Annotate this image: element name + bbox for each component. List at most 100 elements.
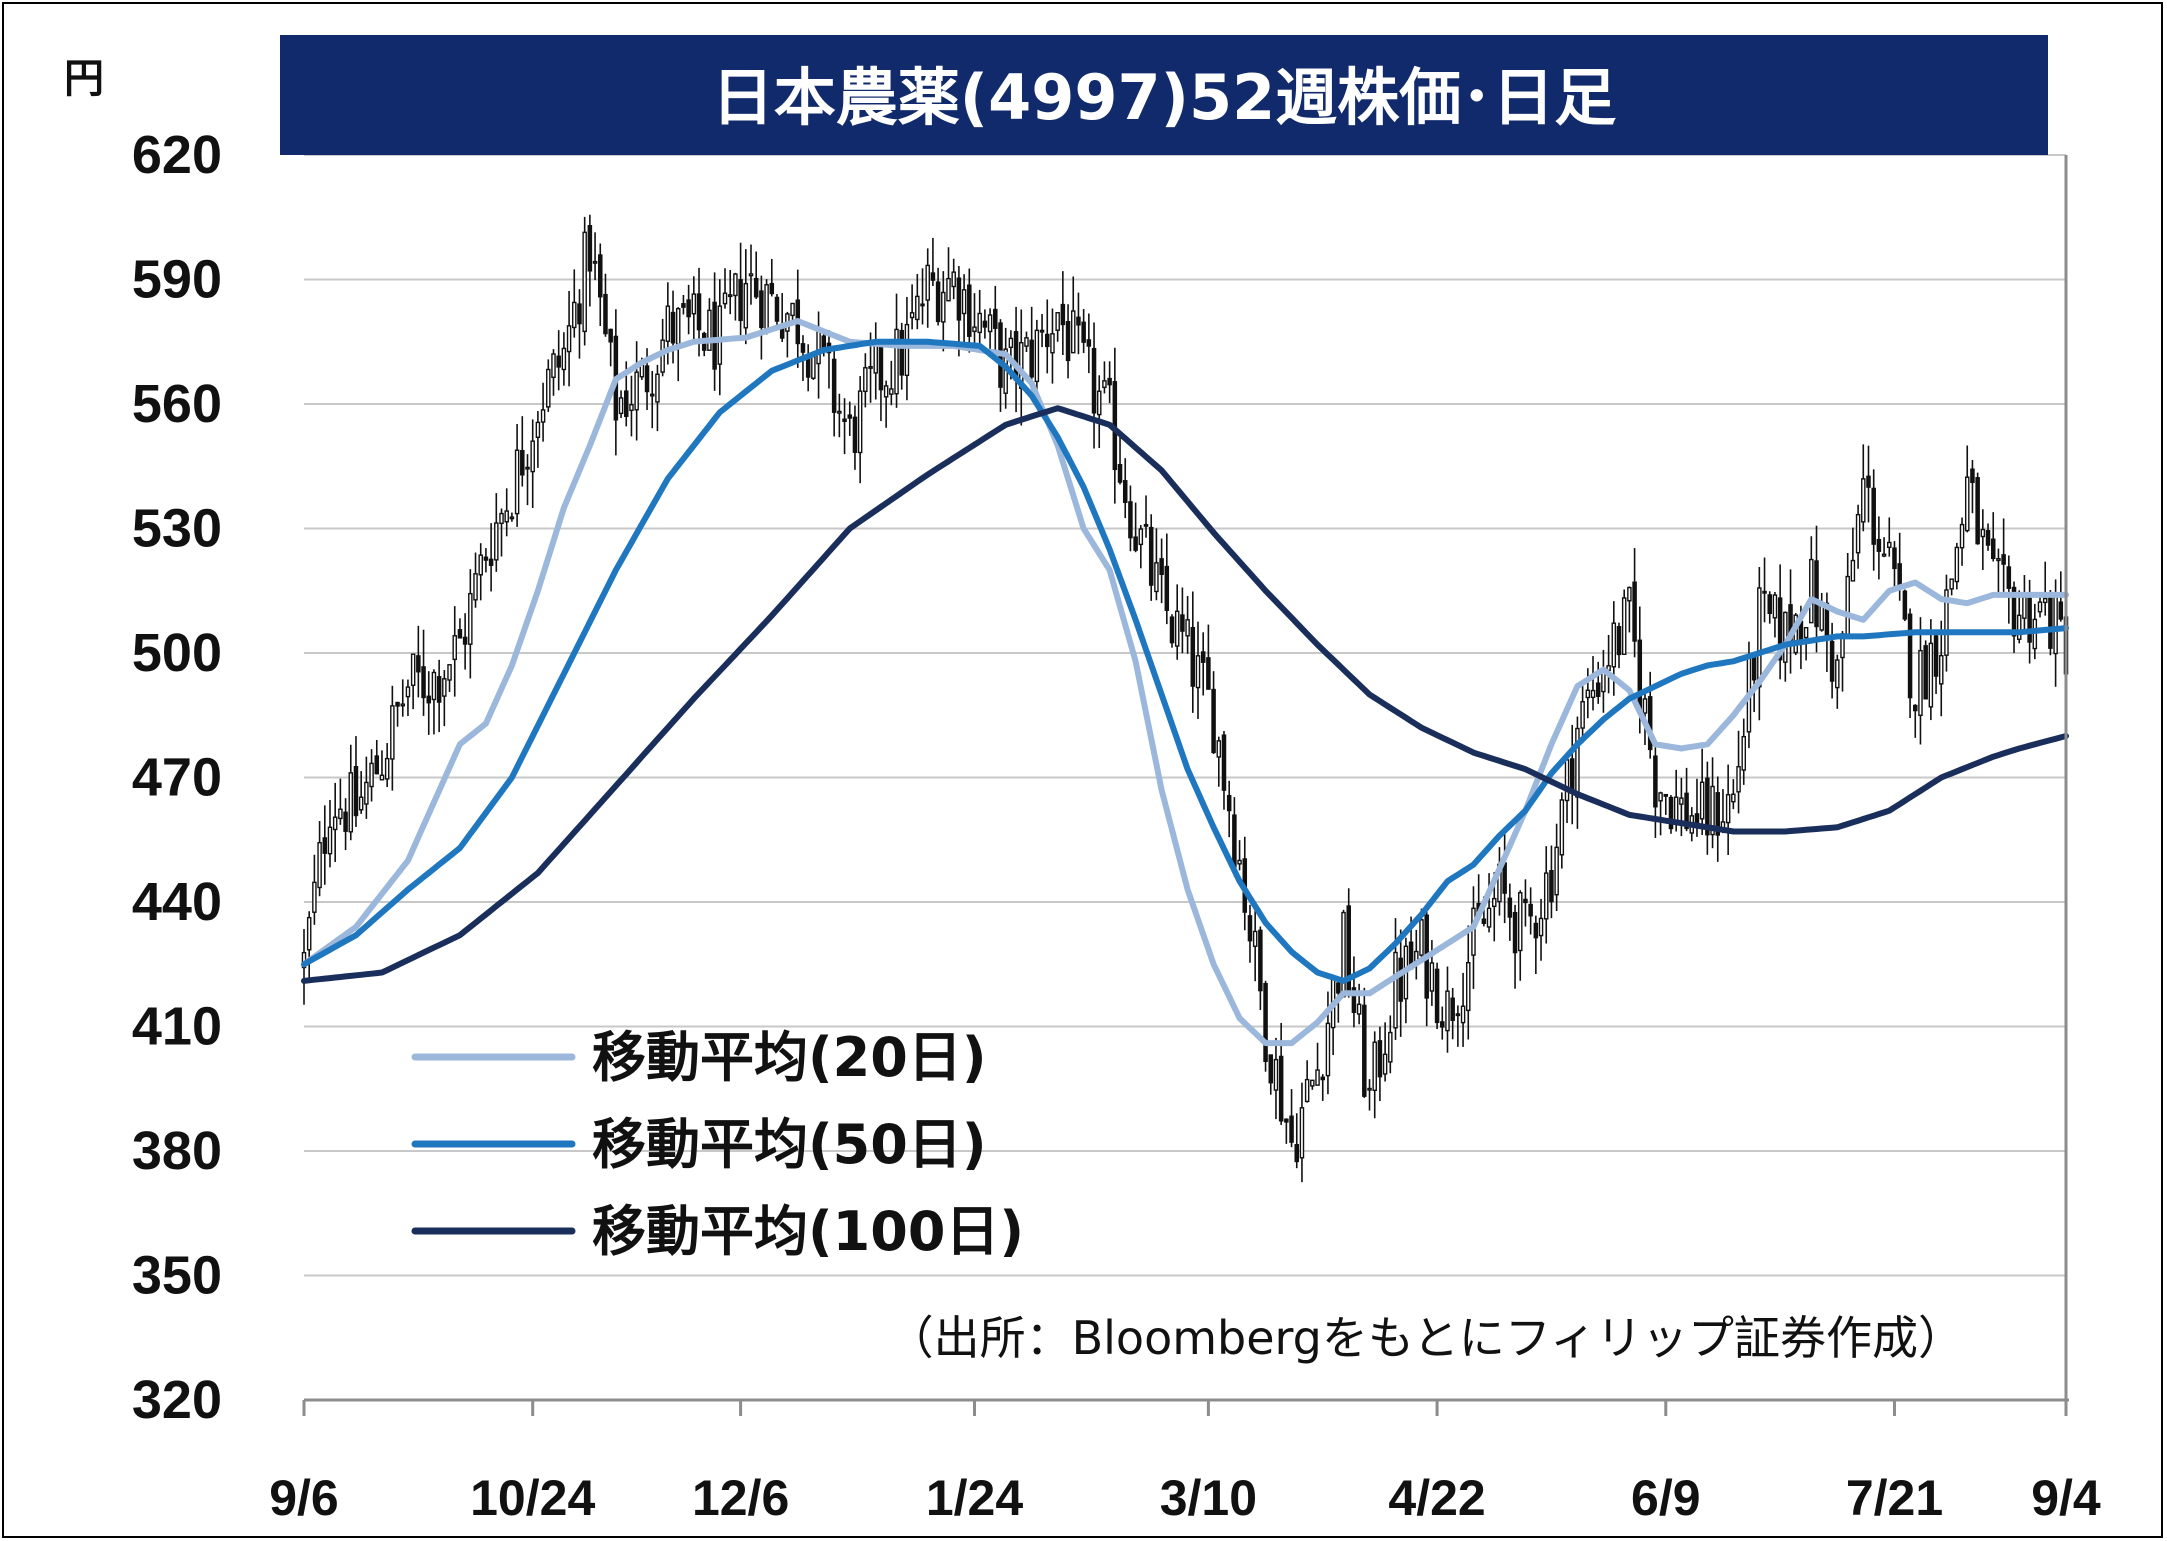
x-tick-labels: 9/6 10/24 12/6 1/24 3/10 4/22 6/9 7/21 9/4	[269, 1470, 2101, 1526]
candle-body	[915, 295, 920, 321]
candle-body	[1492, 897, 1497, 908]
candle-body	[852, 416, 858, 453]
candle-body	[1949, 578, 1954, 590]
candle-body	[774, 296, 780, 322]
candle-body	[306, 916, 312, 951]
candle-body	[2022, 596, 2027, 619]
candle-body	[1398, 957, 1403, 1002]
candle-body	[1325, 1022, 1331, 1077]
candle-body	[733, 273, 738, 297]
candle-body	[1466, 962, 1471, 1012]
candle-body	[1777, 597, 1783, 661]
candle-body	[2053, 594, 2058, 655]
candle-body	[1855, 513, 1861, 554]
candle-body	[2006, 566, 2012, 589]
candle-body	[1169, 616, 1175, 644]
candle-body	[327, 826, 333, 855]
candle-body	[1045, 333, 1050, 348]
candle-body	[442, 678, 447, 697]
candle-body	[618, 397, 624, 415]
candle-body	[847, 414, 853, 419]
candle-body	[1289, 1115, 1294, 1143]
candle-body	[1039, 329, 1045, 333]
candle-body	[1211, 688, 1216, 754]
candle-body	[582, 231, 587, 333]
candle-body	[1346, 905, 1351, 991]
candle-body	[956, 277, 962, 321]
y-tick-label: 470	[132, 748, 222, 808]
candle-body	[1731, 793, 1736, 803]
candle-body	[930, 272, 936, 281]
candle-body	[462, 636, 468, 645]
candle-body	[1861, 478, 1866, 523]
candle-body	[457, 629, 463, 639]
candle-body	[1569, 758, 1575, 794]
candle-body	[1024, 337, 1029, 347]
candle-body	[1564, 759, 1570, 802]
candle-body	[2001, 554, 2006, 565]
candle-body	[1637, 639, 1643, 713]
candle-body	[1512, 911, 1518, 954]
candle-body	[603, 293, 608, 335]
candle-body	[1549, 870, 1554, 903]
candle-body	[416, 655, 421, 673]
x-tick-label: 1/24	[926, 1470, 1024, 1526]
legend-label-0: 移動平均(20日)	[592, 1026, 987, 1089]
x-tick-label: 10/24	[470, 1470, 595, 1526]
candle-body	[1356, 1003, 1362, 1015]
candle-body	[400, 703, 406, 707]
candle-body	[1278, 1055, 1284, 1122]
candle-body	[322, 837, 328, 854]
candle-body	[431, 671, 437, 701]
legend-label-1: 移動平均(50日)	[592, 1113, 987, 1176]
candle-body	[379, 774, 385, 781]
candle-body	[468, 592, 473, 645]
candle-body	[1174, 610, 1180, 647]
candle-body	[1897, 563, 1902, 587]
candle-body	[1455, 1013, 1461, 1017]
candle-body	[1081, 321, 1086, 343]
candle-body	[312, 881, 317, 913]
candle-body	[1367, 1087, 1372, 1091]
candle-body	[1294, 1144, 1300, 1163]
candle-body	[608, 328, 613, 343]
candle-body	[1741, 735, 1747, 771]
candle-body	[951, 271, 956, 288]
y-tick-label: 620	[132, 125, 222, 185]
candle-body	[1065, 320, 1071, 362]
y-tick-label: 560	[132, 374, 222, 434]
candle-body	[478, 554, 483, 576]
candle-body	[1419, 919, 1424, 956]
candle-body	[670, 311, 676, 344]
candle-body	[665, 305, 671, 342]
candle-body	[2048, 592, 2053, 649]
candle-body	[592, 260, 598, 264]
candle-body	[540, 409, 546, 423]
candle-body	[1554, 846, 1559, 896]
candle-body	[1964, 476, 1970, 532]
candle-body	[353, 765, 359, 817]
candle-body	[1663, 793, 1669, 797]
candle-body	[1590, 689, 1596, 699]
candle-body	[348, 772, 354, 833]
candle-body	[1523, 898, 1528, 904]
candle-body	[1803, 627, 1809, 639]
candle-body	[317, 841, 322, 889]
candle-body	[1091, 347, 1097, 414]
candle-body	[1757, 587, 1762, 688]
candle-body	[1517, 892, 1523, 952]
candle-body	[1232, 814, 1237, 868]
candle-body	[1533, 922, 1539, 939]
candle-body	[1871, 487, 1876, 545]
candle-body	[1117, 464, 1123, 483]
candle-body	[831, 358, 837, 413]
candle-body	[1928, 642, 1934, 708]
candle-body	[1975, 477, 1980, 545]
candle-body	[1143, 523, 1149, 527]
candle-body	[556, 355, 561, 368]
y-tick-label: 320	[132, 1370, 222, 1430]
candle-body	[790, 302, 795, 317]
candle-body	[561, 347, 567, 371]
candle-body	[1772, 594, 1778, 619]
